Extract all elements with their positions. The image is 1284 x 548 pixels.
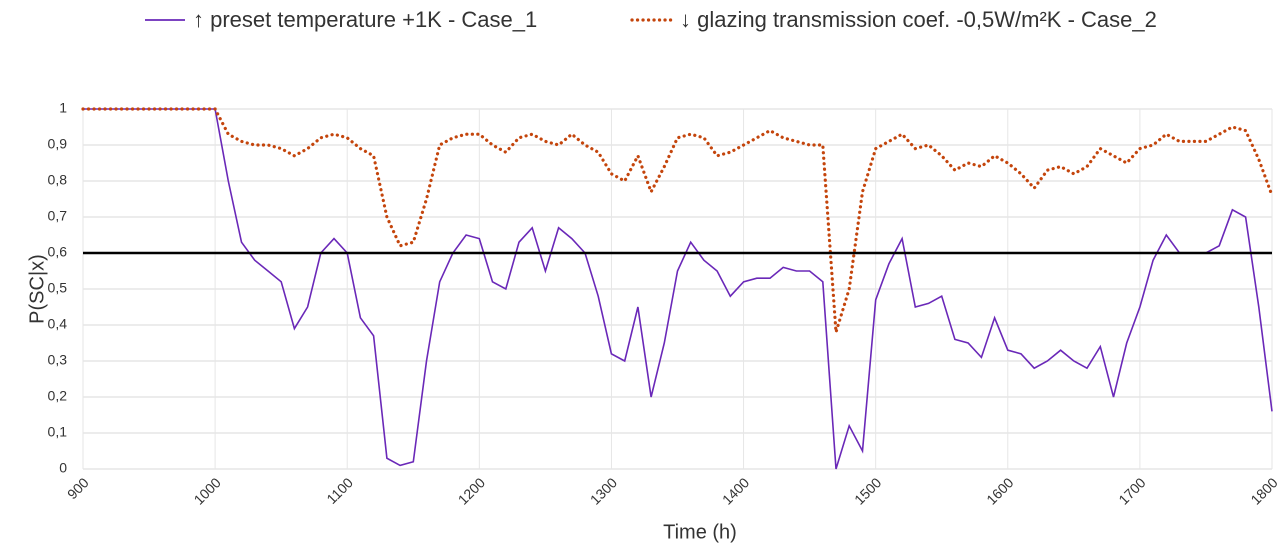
x-tick-label: 1100 <box>323 474 356 507</box>
x-tick-label: 1800 <box>1247 474 1280 507</box>
y-tick-label: 0,4 <box>48 316 68 332</box>
y-tick-label: 0,9 <box>48 136 68 152</box>
x-tick-label: 1200 <box>455 474 488 507</box>
x-tick-label: 1400 <box>719 474 752 507</box>
y-axis-title: P(SC|x) <box>26 254 48 324</box>
x-tick-label: 1500 <box>851 474 884 507</box>
x-tick-label: 1700 <box>1115 474 1148 507</box>
y-tick-label: 0,5 <box>48 280 68 296</box>
y-tick-label: 1 <box>59 100 67 116</box>
x-tick-label: 900 <box>64 474 92 502</box>
x-tick-label: 1000 <box>191 474 224 507</box>
y-tick-label: 0,2 <box>48 388 68 404</box>
y-tick-label: 0,1 <box>48 424 68 440</box>
data-line <box>83 108 1273 470</box>
y-tick-label: 0,6 <box>48 244 68 260</box>
x-axis-title: Time (h) <box>663 521 737 543</box>
y-tick-label: 0,8 <box>48 172 68 188</box>
legend-label: ↑ preset temperature +1K - Case_1 <box>193 7 537 32</box>
x-tick-label: 1300 <box>587 474 620 507</box>
legend-label: ↓ glazing transmission coef. -0,5W/m²K -… <box>680 7 1157 32</box>
data-line <box>81 107 1274 333</box>
y-tick-label: 0,7 <box>48 208 68 224</box>
y-tick-label: 0,3 <box>48 352 68 368</box>
x-tick-label: 1600 <box>983 474 1016 507</box>
y-tick-label: 0 <box>59 460 67 476</box>
